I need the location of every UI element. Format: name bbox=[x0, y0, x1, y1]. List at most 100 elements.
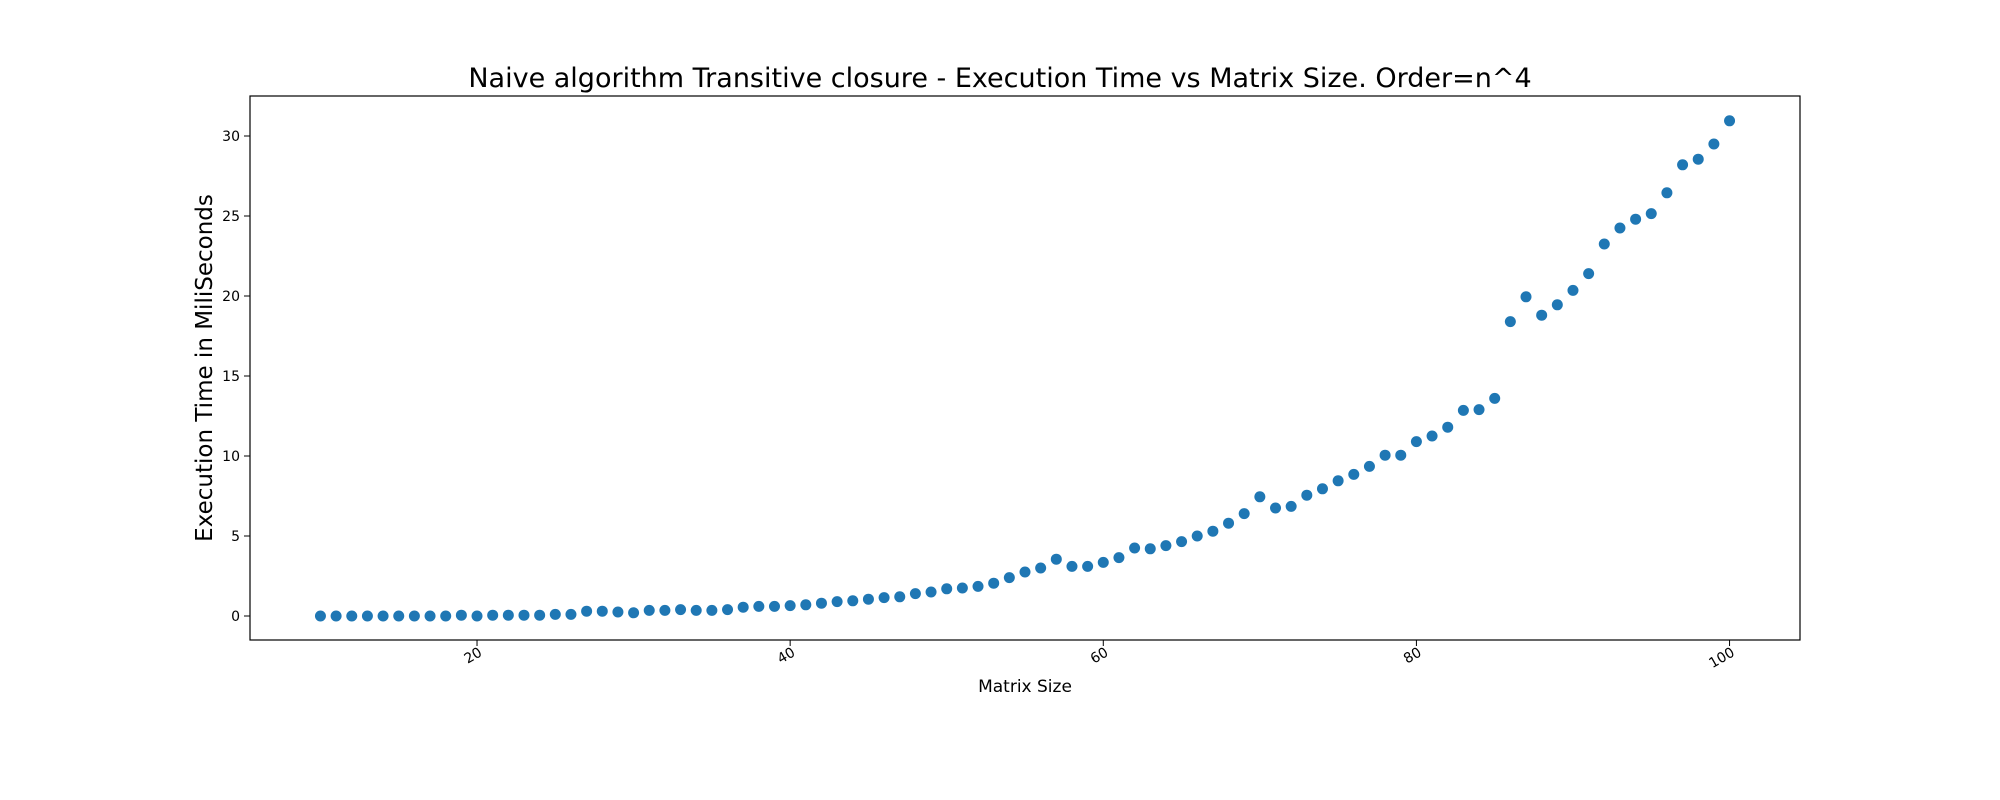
data-point bbox=[878, 592, 890, 604]
data-point bbox=[612, 606, 624, 618]
data-point bbox=[1316, 483, 1328, 495]
y-tick-label: 15 bbox=[222, 369, 240, 385]
data-point bbox=[1614, 222, 1626, 234]
data-point bbox=[1207, 525, 1219, 537]
data-point bbox=[1645, 208, 1657, 220]
data-points bbox=[314, 115, 1736, 622]
data-point bbox=[1363, 460, 1375, 472]
y-tick-label: 0 bbox=[231, 609, 240, 625]
data-point bbox=[675, 604, 687, 616]
data-point bbox=[1379, 449, 1391, 461]
data-point bbox=[1724, 115, 1736, 127]
data-point bbox=[768, 600, 780, 612]
data-point bbox=[753, 600, 765, 612]
data-point bbox=[1097, 556, 1109, 568]
data-point bbox=[1692, 153, 1704, 165]
data-point bbox=[1410, 436, 1422, 448]
data-point bbox=[1489, 392, 1501, 404]
x-axis-label: Matrix Size bbox=[978, 677, 1072, 697]
data-point bbox=[1160, 540, 1172, 552]
data-point bbox=[737, 601, 749, 613]
data-point bbox=[1191, 530, 1203, 542]
data-point bbox=[941, 583, 953, 595]
y-tick-label: 10 bbox=[222, 449, 240, 465]
data-point bbox=[925, 586, 937, 598]
data-point bbox=[1457, 404, 1469, 416]
data-point bbox=[565, 608, 577, 620]
x-tick-label: 60 bbox=[1088, 645, 1111, 668]
data-point bbox=[1630, 213, 1642, 225]
data-point bbox=[1238, 508, 1250, 520]
y-tick-label: 20 bbox=[222, 289, 240, 305]
data-point bbox=[471, 610, 483, 622]
data-point bbox=[487, 609, 499, 621]
data-point bbox=[1504, 316, 1516, 328]
chart-title: Naive algorithm Transitive closure - Exe… bbox=[468, 63, 1531, 94]
data-point bbox=[424, 610, 436, 622]
data-point bbox=[1348, 468, 1360, 480]
data-point bbox=[643, 604, 655, 616]
data-point bbox=[1708, 138, 1720, 150]
data-point bbox=[440, 610, 452, 622]
data-point bbox=[408, 610, 420, 622]
data-point bbox=[1395, 449, 1407, 461]
data-point bbox=[722, 604, 734, 616]
data-point bbox=[361, 610, 373, 622]
data-point bbox=[377, 610, 389, 622]
data-point bbox=[393, 610, 405, 622]
data-point bbox=[1270, 502, 1282, 514]
data-point bbox=[549, 608, 561, 620]
y-axis-label: Execution Time in MiliSeconds bbox=[192, 194, 218, 542]
data-point bbox=[1583, 268, 1595, 280]
plot-frame bbox=[249, 95, 1801, 641]
data-point bbox=[1426, 430, 1438, 442]
data-point bbox=[346, 610, 358, 622]
data-point bbox=[988, 577, 1000, 589]
data-point bbox=[815, 597, 827, 609]
data-point bbox=[1677, 159, 1689, 171]
y-tick-label: 25 bbox=[222, 209, 240, 225]
data-point bbox=[1536, 309, 1548, 321]
data-point bbox=[314, 610, 326, 622]
data-point bbox=[534, 609, 546, 621]
data-point bbox=[894, 591, 906, 603]
data-point bbox=[1473, 404, 1485, 416]
data-point bbox=[784, 600, 796, 612]
y-axis-ticks: 0 5 10 15 20 25 30 bbox=[222, 129, 250, 625]
data-point bbox=[800, 599, 812, 611]
data-point bbox=[628, 607, 640, 619]
x-tick-label: 20 bbox=[462, 645, 485, 668]
data-point bbox=[1332, 475, 1344, 487]
data-point bbox=[1113, 552, 1125, 564]
data-point bbox=[1003, 572, 1015, 584]
data-point bbox=[1129, 542, 1141, 554]
y-tick-label: 30 bbox=[222, 129, 240, 145]
data-point bbox=[1019, 566, 1031, 578]
data-point bbox=[1520, 291, 1532, 303]
data-point bbox=[1442, 421, 1454, 433]
data-point bbox=[706, 604, 718, 616]
data-point bbox=[1176, 536, 1188, 548]
data-point bbox=[1285, 500, 1297, 512]
data-point bbox=[1254, 491, 1266, 503]
data-point bbox=[1567, 284, 1579, 296]
data-point bbox=[659, 604, 671, 616]
data-point bbox=[1066, 560, 1078, 572]
data-point bbox=[956, 582, 968, 594]
data-point bbox=[518, 609, 530, 621]
data-point bbox=[847, 595, 859, 607]
data-point bbox=[596, 605, 608, 617]
data-point bbox=[502, 609, 514, 621]
data-point bbox=[1551, 299, 1563, 311]
data-point bbox=[1035, 562, 1047, 574]
data-point bbox=[1223, 517, 1235, 529]
data-point bbox=[690, 604, 702, 616]
y-tick-label: 5 bbox=[231, 529, 240, 545]
data-point bbox=[330, 610, 342, 622]
data-point bbox=[972, 580, 984, 592]
data-point bbox=[1050, 553, 1062, 565]
data-point bbox=[909, 588, 921, 600]
data-point bbox=[581, 605, 593, 617]
